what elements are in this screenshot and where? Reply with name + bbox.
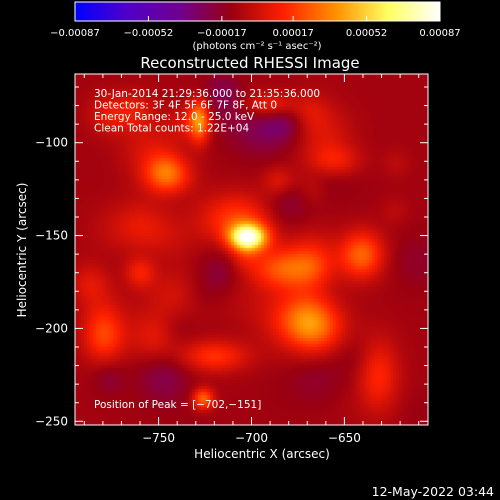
colorbar	[74, 1, 441, 22]
info-text-block: 30-Jan-2014 21:29:36.000 to 21:35:36.000…	[94, 88, 320, 135]
colorbar-tick-label: −0.00087	[50, 28, 100, 39]
x-tick-label: −750	[142, 431, 175, 445]
y-tick-label: −100	[35, 136, 68, 150]
timestamp: 12-May-2022 03:44	[372, 484, 494, 499]
y-tick-label: −200	[35, 321, 68, 335]
peak-position-label: Position of Peak = [−702,−151]	[94, 399, 261, 411]
info-line: Detectors: 3F 4F 5F 6F 7F 8F, Att 0	[94, 100, 277, 112]
colorbar-units-label: (photons cm⁻² s⁻¹ asec⁻²)	[192, 41, 321, 52]
axes: −750 −700 −650 −100 −150 −200 −250	[35, 74, 428, 445]
colorbar-tick-label: −0.00052	[124, 28, 174, 39]
info-line: Energy Range: 12.0 - 25.0 keV	[94, 111, 255, 123]
colorbar-tick-label: 0.00087	[419, 28, 460, 39]
x-tick-label: −700	[235, 431, 268, 445]
info-line: 30-Jan-2014 21:29:36.000 to 21:35:36.000	[94, 88, 320, 100]
info-line: Clean Total counts: 1.22E+04	[94, 123, 249, 135]
colorbar-tick-label: 0.00017	[272, 28, 313, 39]
x-tick-label: −650	[328, 431, 361, 445]
y-axis-label: Heliocentric Y (arcsec)	[15, 183, 29, 318]
heatmap-image	[75, 74, 428, 425]
y-tick-label: −250	[35, 414, 68, 428]
y-tick-label: −150	[35, 229, 68, 243]
colorbar-ticks: −0.00087 −0.00052 −0.00017 0.00017 0.00052 0.…	[50, 16, 461, 39]
chart-title: Reconstructed RHESSI Image	[140, 54, 359, 72]
colorbar-tick-label: 0.00052	[346, 28, 387, 39]
colorbar-tick-label: −0.00017	[197, 28, 247, 39]
x-axis-label: Heliocentric X (arcsec)	[194, 447, 330, 461]
